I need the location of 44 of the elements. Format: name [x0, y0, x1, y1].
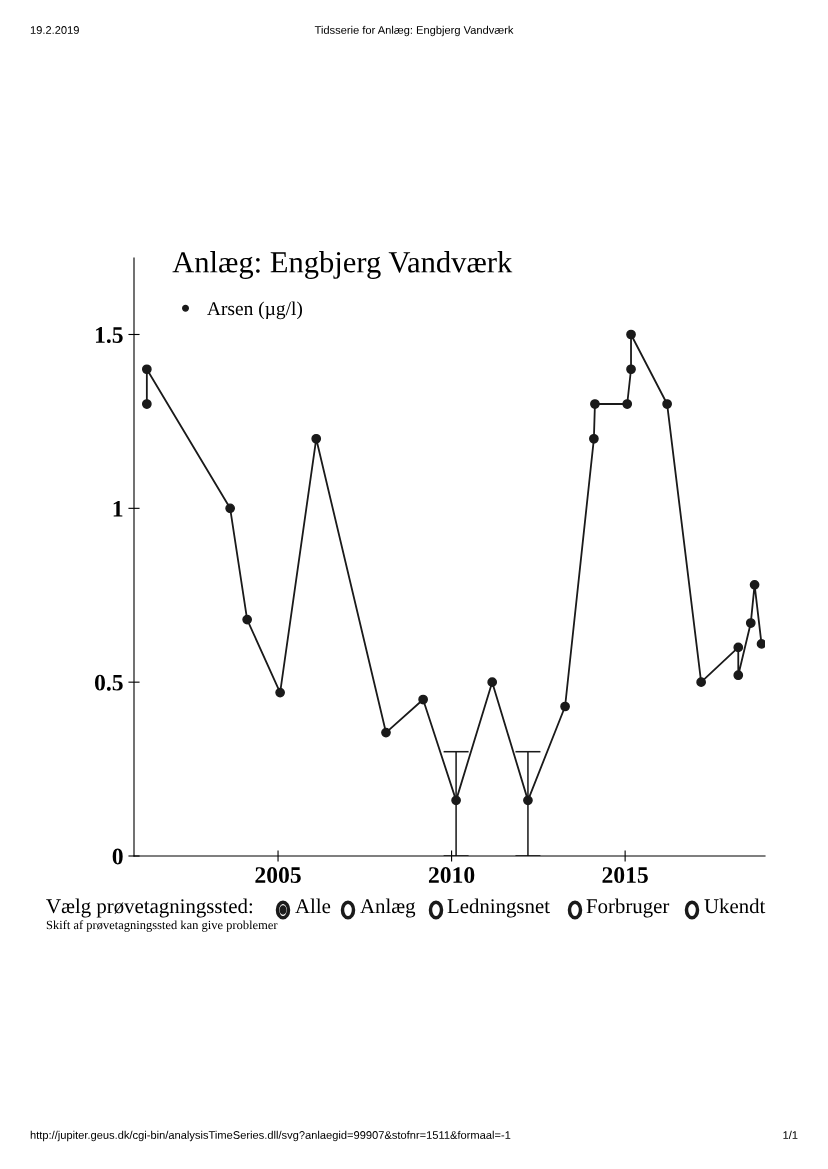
- point: [418, 694, 428, 705]
- text: Ukendt: [704, 898, 766, 914]
- point: [141, 364, 152, 375]
- point: [242, 614, 253, 625]
- text: Forbruger: [586, 898, 670, 918]
- point: [622, 399, 633, 409]
- text: Tidsserie for Anlæg: Engbjerg Vandværk: [314, 25, 514, 37]
- y-tick-label: 1: [113, 500, 123, 517]
- point: [626, 364, 636, 375]
- text: 1/1: [783, 1130, 798, 1139]
- text: Alle: [295, 898, 331, 914]
- text: Ledningsnet: [447, 898, 550, 918]
- point: [523, 795, 533, 806]
- x-tick-label: 2005: [255, 867, 301, 884]
- point: [589, 433, 599, 444]
- y-tick-label: 1.5: [95, 327, 123, 344]
- point: [275, 687, 285, 698]
- point: [487, 677, 498, 688]
- point: [590, 399, 600, 409]
- point: [141, 399, 152, 409]
- point: [451, 795, 461, 806]
- text: Vælg prøvetagningssted:: [46, 898, 253, 918]
- point: [381, 727, 391, 738]
- point: [225, 503, 236, 514]
- point: [733, 670, 744, 681]
- point: [756, 639, 765, 649]
- x-tick-label: 2015: [602, 867, 648, 884]
- point: [749, 579, 760, 590]
- point: [311, 433, 322, 444]
- text: Skift af prøvetagningssted kan give problemer: [46, 920, 278, 932]
- point: [560, 701, 570, 712]
- legend-label: Arsen (µg/l): [207, 301, 303, 320]
- point: [626, 329, 636, 340]
- point: [733, 642, 744, 653]
- text: 19.2.2019: [30, 26, 79, 34]
- point: [662, 399, 672, 409]
- x-tick-label: 2010: [428, 867, 475, 884]
- point: [696, 677, 706, 688]
- text: Anlæg: [360, 898, 416, 918]
- y-tick-label: 0.5: [94, 674, 123, 691]
- text: http://jupiter.geus.dk/cgi-bin/analysisTimeSeries.dll/svg?anlaegid=99907&stofnr=1511&formaal=-1: [30, 1130, 511, 1142]
- point: [745, 618, 756, 628]
- y-tick-label: 0: [112, 848, 123, 865]
- chart-title: Anlæg: Engbjerg Vandværk: [172, 251, 513, 279]
